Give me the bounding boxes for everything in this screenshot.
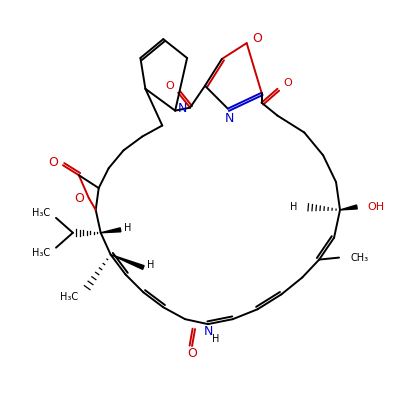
Text: OH: OH <box>368 202 385 212</box>
Text: O: O <box>283 78 292 88</box>
Text: H₃C: H₃C <box>32 248 50 258</box>
Text: O: O <box>187 348 197 360</box>
Text: CH₃: CH₃ <box>351 252 369 262</box>
Text: O: O <box>48 156 58 169</box>
Text: H₃C: H₃C <box>60 292 78 302</box>
Text: N: N <box>225 112 234 125</box>
Polygon shape <box>340 205 357 210</box>
Polygon shape <box>101 228 121 233</box>
Text: H: H <box>124 223 131 233</box>
Text: O: O <box>74 192 84 204</box>
Text: O: O <box>166 81 174 91</box>
Text: O: O <box>253 32 262 45</box>
Text: H: H <box>290 202 297 212</box>
Polygon shape <box>111 255 144 269</box>
Text: H: H <box>147 260 154 270</box>
Text: N: N <box>178 102 188 115</box>
Text: N: N <box>203 324 213 338</box>
Text: H₃C: H₃C <box>32 208 50 218</box>
Text: H: H <box>212 334 220 344</box>
